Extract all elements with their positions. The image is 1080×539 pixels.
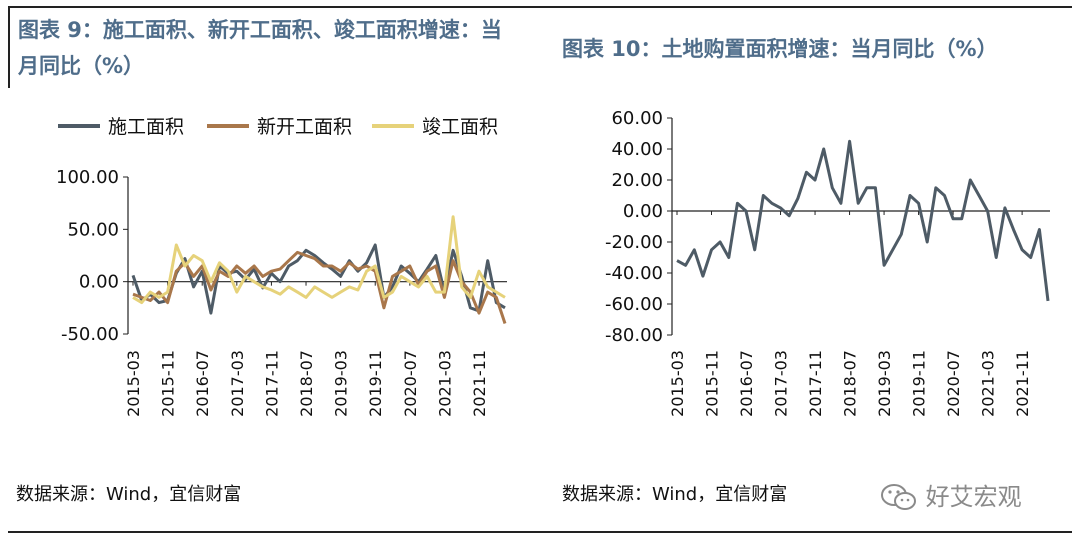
left-chart-legend-label: 新开工面积 (257, 116, 352, 138)
right-chart-x-tick-label: 2017-03 (772, 350, 791, 417)
right-chart-title: 图表 10：土地购置面积增速：当月同比（%） (562, 37, 998, 61)
left-source-note: 数据来源：Wind，宜信财富 (16, 484, 242, 505)
watermark: 好艾宏观 (880, 477, 1022, 513)
right-chart-x-tick-label: 2019-03 (875, 350, 894, 417)
right-chart-y-tick-label: -80.00 (605, 325, 663, 346)
left-chart-x-tick-label: 2015-11 (159, 350, 178, 417)
left-chart-series-line-3 (132, 215, 506, 305)
left-chart-title: 图表 9：施工面积、新开工面积、竣工面积增速：当 月同比（%） (18, 18, 502, 78)
right-chart-x-tick-label: 2015-03 (668, 350, 687, 417)
right-chart-y-tick-label: 20.00 (611, 170, 663, 191)
left-chart-x-tick-label: 2021-03 (435, 350, 454, 417)
right-chart-y-tick-label: 0.00 (623, 201, 663, 222)
right-chart-series-line-1 (676, 139, 1050, 302)
left-chart-y-tick-label: 0.00 (79, 272, 119, 293)
left-chart-x-tick-label: 2015-03 (124, 350, 143, 417)
right-source-note: 数据来源：Wind，宜信财富 (562, 484, 788, 505)
left-chart-title-edge (8, 6, 10, 88)
left-chart-x-tick-label: 2021-11 (470, 350, 489, 417)
left-chart-x-tick-label: 2020-07 (401, 350, 420, 417)
left-chart-x-tick-label: 2017-03 (228, 350, 247, 417)
right-chart-y-tick-label: -60.00 (605, 294, 663, 315)
left-chart-x-tick-label: 2017-11 (262, 350, 281, 417)
left-chart-y-tick-label: -50.00 (61, 324, 119, 345)
right-chart-x-tick-label: 2018-07 (841, 350, 860, 417)
right-chart-x-tick-label: 2021-03 (979, 350, 998, 417)
right-chart-x-tick-label: 2020-07 (944, 350, 963, 417)
left-chart-x-tick-label: 2016-07 (193, 350, 212, 417)
right-chart-y-tick-label: 60.00 (611, 108, 663, 129)
right-chart-x-tick-label: 2015-11 (703, 350, 722, 417)
left-chart-legend-label: 竣工面积 (422, 116, 498, 138)
right-chart-x-tick-label: 2021-11 (1013, 350, 1032, 417)
watermark-text: 好艾宏观 (925, 483, 1022, 511)
left-chart-x-tick-label: 2019-11 (366, 350, 385, 417)
left-chart-x-tick-label: 2018-07 (297, 350, 316, 417)
bottom-rule (8, 531, 1072, 533)
right-chart-y-tick-label: -40.00 (605, 263, 663, 284)
right-chart-y-tick-label: -20.00 (605, 232, 663, 253)
right-chart-x-tick-label: 2019-11 (910, 350, 929, 417)
left-chart-x-tick-label: 2019-03 (332, 350, 351, 417)
left-chart-y-tick-label: 50.00 (67, 219, 119, 240)
right-chart-y-tick-label: 40.00 (611, 139, 663, 160)
right-chart-x-tick-label: 2016-07 (737, 350, 756, 417)
top-rule (8, 6, 1072, 8)
wechat-icon (881, 484, 916, 510)
left-chart-legend-label: 施工面积 (108, 116, 184, 138)
left-chart-series-line-1 (131, 243, 506, 315)
right-chart-x-tick-label: 2017-11 (806, 350, 825, 417)
left-chart-y-tick-label: 100.00 (56, 167, 119, 188)
